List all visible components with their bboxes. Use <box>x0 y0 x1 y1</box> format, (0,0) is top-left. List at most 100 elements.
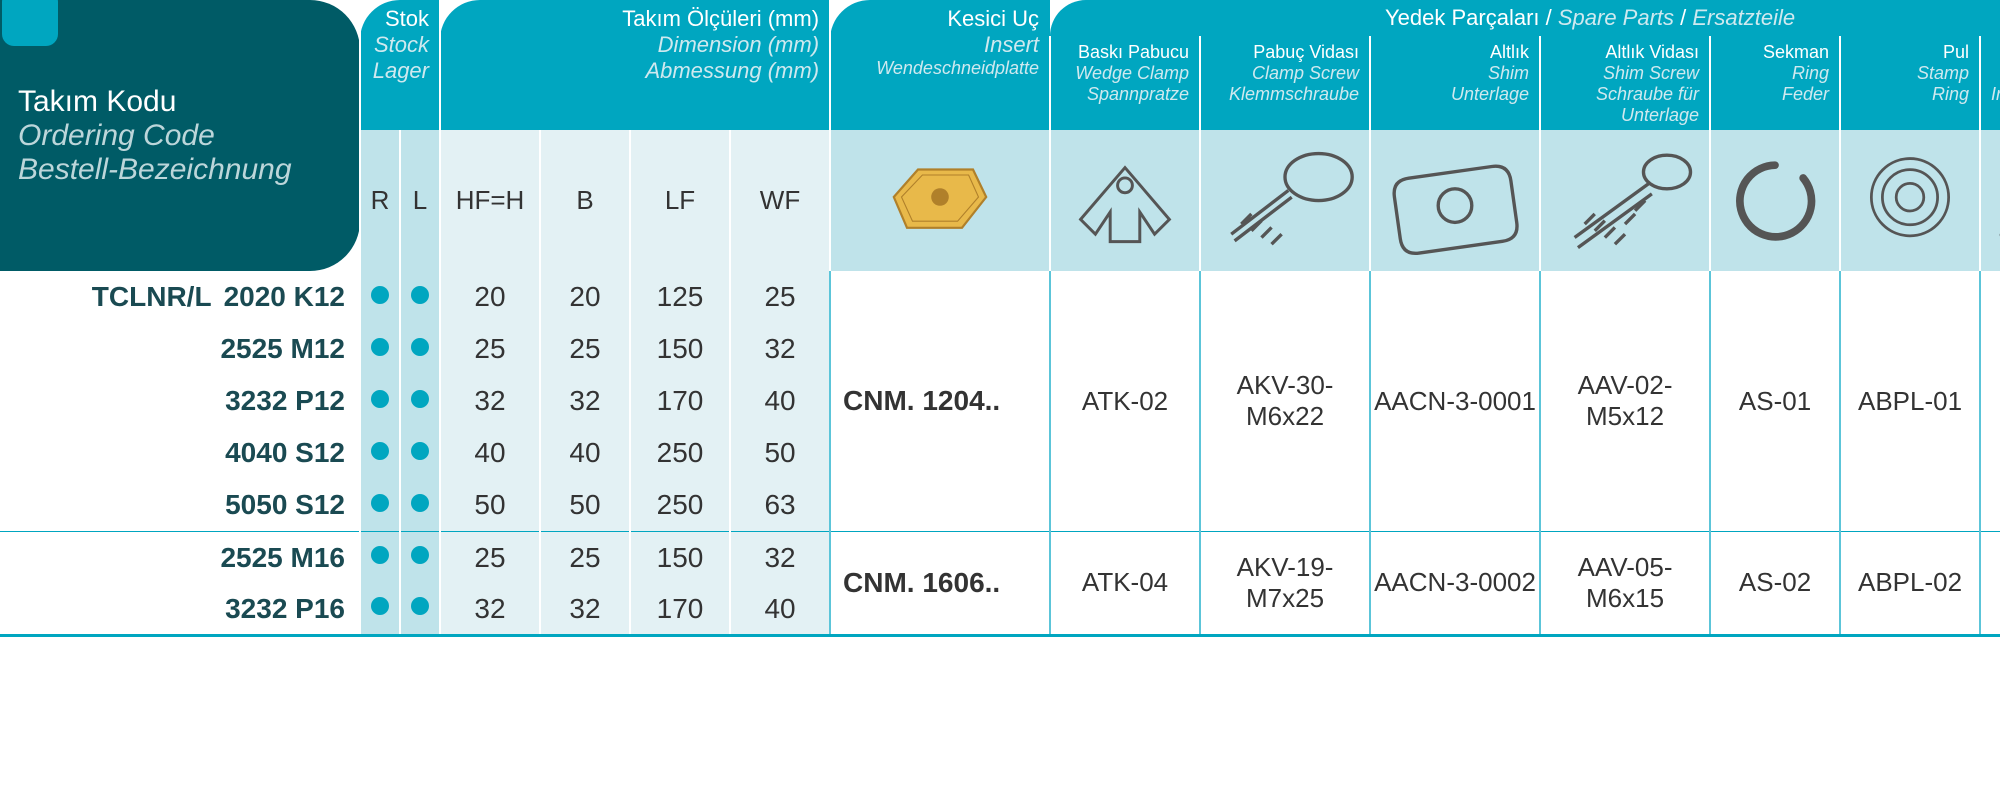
dim-wf: 25 <box>730 271 830 323</box>
col-r: R <box>360 130 400 271</box>
part-header: AnahtarAllen KeyInnensechskantschlüssel <box>1980 36 2000 130</box>
stock-dot-icon <box>371 338 389 356</box>
insert-code: CNM. 1204.. <box>830 271 1050 531</box>
shim-icon <box>1371 130 1539 264</box>
ordering-code: 2525 M16 <box>0 531 360 583</box>
dim-wf: 32 <box>730 531 830 583</box>
stock-r <box>360 531 400 583</box>
dim-lf: 150 <box>630 323 730 375</box>
part-header: AltlıkShimUnterlage <box>1370 36 1540 130</box>
dimension-header: Takım Ölçüleri (mm) Dimension (mm) Abmes… <box>440 0 830 130</box>
stock-dot-icon <box>371 546 389 564</box>
stock-dot-icon <box>371 494 389 512</box>
shim-screw-icon-cell <box>1540 130 1710 271</box>
corner-line: Ordering Code <box>18 119 341 153</box>
shim-screw-icon <box>1541 130 1709 264</box>
corner-tab-icon <box>2 0 58 46</box>
stock-r <box>360 427 400 479</box>
ordering-code: 2525 M12 <box>0 323 360 375</box>
corner-line: Takım Kodu <box>18 85 176 118</box>
shim-icon-cell <box>1370 130 1540 271</box>
stock-dot-icon <box>371 286 389 304</box>
dim-wf: 40 <box>730 583 830 635</box>
washer-icon-cell <box>1840 130 1980 271</box>
part-code: AKV-30-M6x22 <box>1200 271 1370 531</box>
stock-dot-icon <box>411 494 429 512</box>
stock-dot-icon <box>411 286 429 304</box>
stock-header: Stok Stock Lager <box>360 0 440 130</box>
ring-icon <box>1711 146 1839 248</box>
dim-b: 32 <box>540 375 630 427</box>
allen-key-icon-cell <box>1980 130 2000 271</box>
part-code: ATK-04 <box>1050 531 1200 635</box>
dim-lf: 170 <box>630 375 730 427</box>
dim-wf: 32 <box>730 323 830 375</box>
part-code: AAL-05-4 <box>1980 531 2000 635</box>
stock-dot-icon <box>411 338 429 356</box>
stock-l <box>400 427 440 479</box>
dim-lf: 250 <box>630 479 730 531</box>
dim-b: 50 <box>540 479 630 531</box>
dim-b: 20 <box>540 271 630 323</box>
part-code: ATK-02 <box>1050 271 1200 531</box>
ordering-code-header: Takım Kodu Ordering Code Bestell-Bezeich… <box>0 0 360 271</box>
tool-spec-table: Takım Kodu Ordering Code Bestell-Bezeich… <box>0 0 2000 639</box>
stock-l <box>400 583 440 635</box>
dim-lf: 150 <box>630 531 730 583</box>
ordering-code: 5050 S12 <box>0 479 360 531</box>
table-row: TCLNR/L2020 K12202012525CNM. 1204..ATK-0… <box>0 271 2000 323</box>
footer-rule <box>0 635 2000 639</box>
col-lf: LF <box>630 130 730 271</box>
part-code: ABPL-01 <box>1840 271 1980 531</box>
col-l: L <box>400 130 440 271</box>
dim-hf: 25 <box>440 531 540 583</box>
stock-r <box>360 375 400 427</box>
insert-header: Kesici Uç Insert Wendeschneidplatte <box>830 0 1050 130</box>
stock-l <box>400 375 440 427</box>
dim-lf: 125 <box>630 271 730 323</box>
stock-dot-icon <box>371 390 389 408</box>
part-header: SekmanRingFeder <box>1710 36 1840 130</box>
ordering-code: 4040 S12 <box>0 427 360 479</box>
insert-icon <box>885 152 995 242</box>
stock-l <box>400 323 440 375</box>
stock-r <box>360 323 400 375</box>
dim-wf: 50 <box>730 427 830 479</box>
stock-dot-icon <box>411 546 429 564</box>
dim-wf: 40 <box>730 375 830 427</box>
stock-dot-icon <box>411 597 429 615</box>
dim-hf: 50 <box>440 479 540 531</box>
spare-parts-band: Yedek Parçaları / Spare Parts / Ersatzte… <box>1050 0 2000 36</box>
part-header: Altlık VidasıShim ScrewSchraube für Unte… <box>1540 36 1710 130</box>
dim-b: 25 <box>540 531 630 583</box>
dim-hf: 25 <box>440 323 540 375</box>
ordering-code: 3232 P16 <box>0 583 360 635</box>
dim-hf: 32 <box>440 583 540 635</box>
clamp-screw-icon-cell <box>1200 130 1370 271</box>
part-code: AS-02 <box>1710 531 1840 635</box>
corner-line: Bestell-Bezeichnung <box>18 153 341 187</box>
stock-dot-icon <box>411 442 429 460</box>
allen-key-icon <box>1981 138 2000 257</box>
part-code: AS-01 <box>1710 271 1840 531</box>
ordering-code: TCLNR/L2020 K12 <box>0 271 360 323</box>
stock-dot-icon <box>371 442 389 460</box>
part-code: AAV-05-M6x15 <box>1540 531 1710 635</box>
col-wf: WF <box>730 130 830 271</box>
dim-b: 32 <box>540 583 630 635</box>
ring-icon-cell <box>1710 130 1840 271</box>
stock-dot-icon <box>371 597 389 615</box>
stock-l <box>400 531 440 583</box>
stock-dot-icon <box>411 390 429 408</box>
part-code: AACN-3-0001 <box>1370 271 1540 531</box>
part-header: PulStampRing <box>1840 36 1980 130</box>
stock-l <box>400 271 440 323</box>
stock-r <box>360 271 400 323</box>
table-row: 2525 M16252515032CNM. 1606..ATK-04AKV-19… <box>0 531 2000 583</box>
insert-code: CNM. 1606.. <box>830 531 1050 635</box>
dim-hf: 32 <box>440 375 540 427</box>
stock-l <box>400 479 440 531</box>
col-b: B <box>540 130 630 271</box>
part-code: AACN-3-0002 <box>1370 531 1540 635</box>
dim-b: 25 <box>540 323 630 375</box>
